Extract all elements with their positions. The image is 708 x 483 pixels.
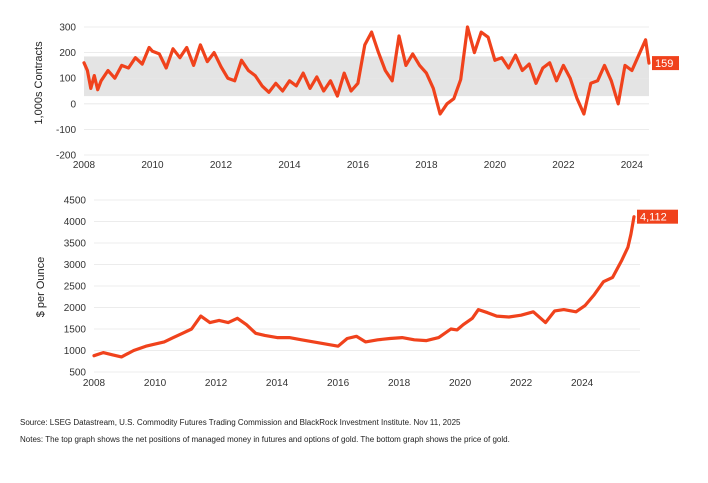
y-tick-label: 300: [59, 23, 76, 34]
end-label-text: 4,112: [640, 212, 667, 224]
end-label-background: [637, 209, 678, 224]
bottom-y-tick-labels: 500 1000 1500 2000 2500 3000 3500 4000 4500: [64, 196, 87, 379]
x-tick-label: 2020: [484, 160, 507, 171]
x-tick-label: 2008: [73, 160, 96, 171]
x-tick-label: 2016: [327, 378, 350, 389]
top-x-tick-labels: 2008 2010 2012 2014 2016 2018 2020 2022 2024: [73, 160, 644, 171]
y-tick-label: 100: [59, 74, 76, 85]
y-tick-label: 4500: [64, 196, 87, 207]
top-gridlines: [84, 26, 649, 156]
y-tick-label: -200: [56, 151, 76, 162]
source-note: Source: LSEG Datastream, U.S. Commodity …: [20, 418, 461, 427]
y-tick-label: 1500: [64, 325, 87, 336]
x-tick-label: 2012: [205, 378, 228, 389]
bottom-chart-gold-price: 2008 2010 2012 2014 2016 2018 2020 2022 2024 500…: [35, 196, 678, 389]
bottom-x-tick-labels: 2008 2010 2012 2014 2016 2018 2020 2022 2024: [83, 378, 594, 389]
x-tick-label: 2024: [571, 378, 594, 389]
y-tick-label: 1000: [64, 346, 87, 357]
x-tick-label: 2014: [278, 160, 301, 171]
x-tick-label: 2018: [415, 160, 438, 171]
top-y-axis-label: 1,000s Contracts: [33, 41, 45, 125]
top-chart-net-positions: 2008 2010 2012 2014 2016 2018 2020 2022 2024 -20…: [33, 23, 679, 171]
y-tick-label: 3500: [64, 239, 87, 250]
y-tick-label: -100: [56, 125, 76, 136]
gold-price-line: [92, 215, 636, 359]
y-tick-label: 0: [70, 99, 76, 110]
x-tick-label: 2020: [449, 378, 472, 389]
x-tick-label: 2022: [552, 160, 575, 171]
y-tick-label: 200: [59, 48, 76, 59]
x-tick-label: 2018: [388, 378, 411, 389]
x-tick-label: 2010: [141, 160, 164, 171]
y-tick-label: 2000: [64, 303, 87, 314]
y-tick-label: 500: [69, 368, 86, 379]
end-label-background: [652, 56, 679, 71]
top-y-tick-labels: -200 -100 0 100 200 300: [56, 23, 76, 162]
x-tick-label: 2010: [144, 378, 167, 389]
end-label-text: 159: [655, 58, 673, 70]
net-positions-end-label: 159: [652, 56, 679, 71]
gold-price-end-label: 4,112: [637, 209, 678, 224]
y-tick-label: 4000: [64, 217, 87, 228]
x-tick-label: 2008: [83, 378, 106, 389]
bottom-gridlines: [94, 199, 640, 373]
notes-text: Notes: The top graph shows the net posit…: [20, 435, 510, 444]
x-tick-label: 2012: [210, 160, 233, 171]
y-tick-label: 3000: [64, 260, 87, 271]
x-tick-label: 2024: [621, 160, 644, 171]
y-tick-label: 2500: [64, 282, 87, 293]
bottom-y-axis-label: $ per Ounce: [35, 257, 47, 318]
net-positions-line: [82, 25, 651, 116]
x-tick-label: 2022: [510, 378, 533, 389]
x-tick-label: 2016: [347, 160, 370, 171]
x-tick-label: 2014: [266, 378, 289, 389]
